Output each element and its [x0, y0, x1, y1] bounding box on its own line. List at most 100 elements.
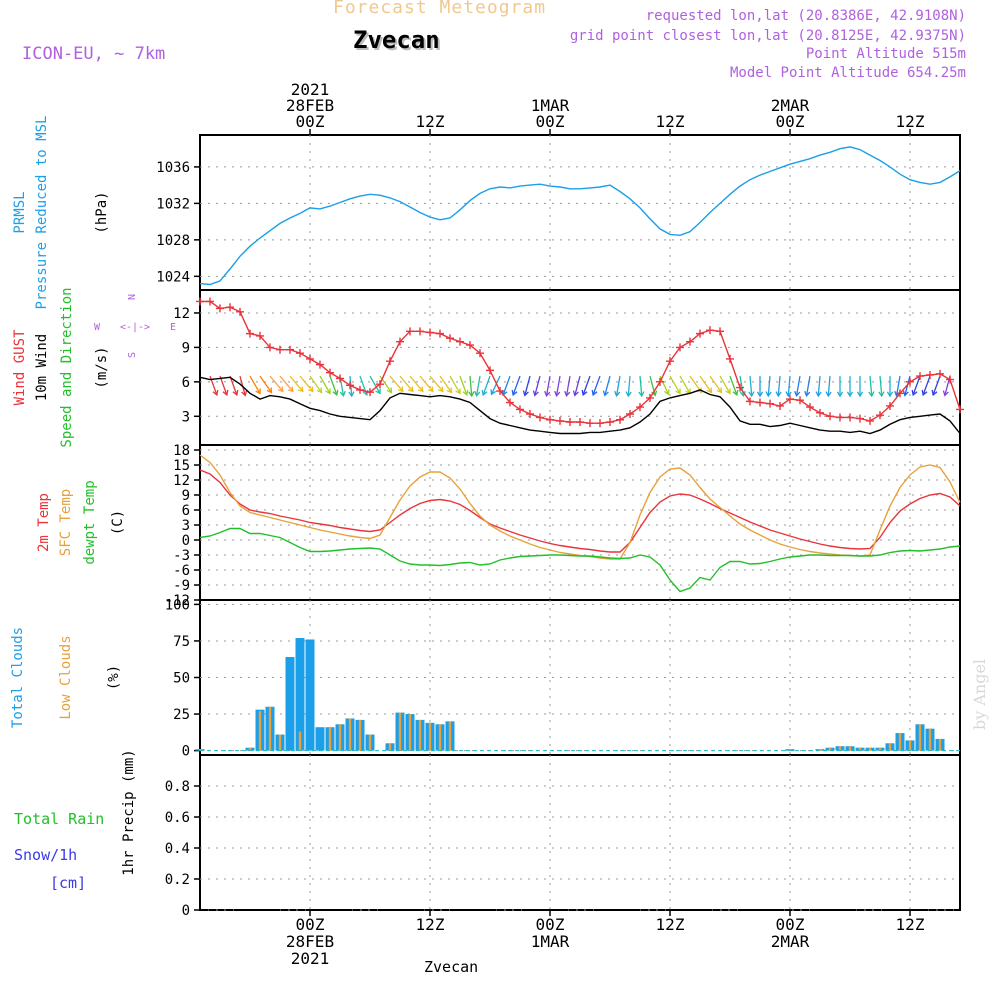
x-label-bottom: 00Z	[296, 915, 325, 934]
precip-legend: Total Rain Snow/1h [cm]	[14, 810, 104, 892]
gust-marker	[406, 327, 414, 336]
low-cloud-bar	[888, 743, 892, 751]
gust-marker	[676, 343, 684, 352]
x-label-top: 28FEB	[286, 96, 334, 115]
y-tick-label: -12	[165, 593, 190, 609]
wind-barb	[319, 375, 331, 394]
legend-1: Snow/1h	[14, 846, 77, 864]
wind-barb-head	[511, 389, 518, 397]
gust-marker	[286, 345, 294, 354]
y-tick-label: 12	[173, 473, 190, 489]
compass-n: N	[127, 294, 138, 300]
gust-marker	[746, 397, 754, 406]
gust-marker	[586, 419, 594, 428]
y-axis-label: Total Clouds	[10, 627, 26, 728]
wind-barb	[502, 375, 511, 396]
wind-barb-head	[785, 391, 792, 398]
gust-marker	[506, 398, 514, 407]
gust-marker	[626, 410, 634, 418]
x-label-top: 12Z	[416, 112, 445, 131]
wind-barb	[429, 375, 444, 392]
gust-marker	[636, 403, 644, 412]
legend-0: Total Rain	[14, 810, 104, 828]
low-cloud-bar	[858, 747, 862, 751]
wind-barb-head	[446, 387, 453, 394]
series-line-temperature	[199, 469, 961, 553]
gust-marker	[606, 418, 614, 427]
y-tick-label: 1024	[156, 269, 190, 285]
gust-marker	[376, 380, 384, 389]
x-label-top: 00Z	[536, 112, 565, 131]
gust-marker	[416, 327, 424, 336]
wind-barb-head	[675, 388, 681, 395]
x-label-top: 12Z	[656, 112, 685, 131]
y-axis-label: 10m Wind	[34, 334, 50, 401]
gust-marker	[596, 419, 604, 428]
gust-marker	[226, 303, 234, 312]
y-tick-label: 50	[173, 671, 190, 687]
gust-marker	[566, 418, 574, 427]
wind-barb-head	[825, 391, 832, 398]
wind-barb	[582, 375, 591, 396]
low-cloud-bar	[428, 722, 432, 751]
wind-barb	[279, 375, 294, 392]
x-label-top: 00Z	[296, 112, 325, 131]
wind-barb-head	[332, 389, 339, 397]
wind-barb-head	[407, 386, 414, 393]
gust-marker	[386, 357, 394, 366]
wind-barb-head	[232, 389, 239, 397]
gust-marker	[786, 395, 794, 404]
y-tick-label: 0.4	[165, 841, 190, 857]
x-label-top: 1MAR	[531, 96, 570, 115]
series-line-wind	[200, 300, 961, 424]
gust-marker	[716, 327, 724, 336]
gust-marker	[336, 374, 344, 383]
y-axis-label: PRMSL	[12, 191, 28, 233]
wind-barb-head	[297, 386, 304, 393]
wind-barb	[729, 375, 738, 396]
gust-marker	[876, 411, 884, 420]
wind-barb-head	[868, 391, 875, 398]
total-cloud-bar	[295, 638, 305, 751]
y-tick-label: -3	[173, 548, 190, 564]
y-tick-label: 0	[182, 533, 190, 549]
y-tick-label: 3	[182, 409, 190, 425]
gust-marker	[616, 415, 624, 424]
wind-barb	[922, 375, 931, 396]
gust-marker	[196, 297, 204, 306]
wind-barb	[795, 375, 801, 396]
gust-marker	[366, 388, 374, 397]
wind-barb	[895, 375, 901, 396]
y-tick-label: 1032	[156, 196, 190, 212]
wind-barb-head	[325, 388, 331, 395]
cloud-bars	[195, 638, 960, 752]
gust-marker	[576, 418, 584, 427]
low-cloud-bar	[868, 747, 872, 751]
wind-barb	[545, 375, 551, 396]
wind-barb	[777, 376, 781, 397]
gust-marker	[306, 354, 314, 363]
gust-marker	[706, 326, 714, 335]
wind-barb-head	[846, 391, 854, 398]
wind-barb-head	[307, 386, 314, 393]
wind-barb-head	[815, 391, 822, 398]
x-label-bottom: 00Z	[536, 915, 565, 934]
low-cloud-bar	[838, 746, 842, 751]
y-axis-label: 1hr Precip (mm)	[121, 749, 137, 875]
wind-barb	[229, 375, 238, 396]
wind-barb	[749, 376, 753, 397]
low-cloud-bar	[898, 733, 902, 751]
low-cloud-bar	[248, 747, 252, 751]
gust-marker	[656, 377, 664, 386]
wind-barb	[469, 376, 473, 397]
wind-barb-head	[266, 387, 273, 394]
y-axis-label: Low Clouds	[58, 635, 74, 719]
y-axis-label: (C)	[110, 510, 126, 535]
compass-s: S	[127, 352, 138, 358]
y-axis-label: 2m Temp	[36, 493, 52, 552]
x-label-bottom: 1MAR	[531, 932, 570, 951]
wind-barb	[627, 376, 631, 397]
low-cloud-bar	[258, 711, 262, 751]
wind-barb-head	[397, 386, 404, 393]
wind-barb-head	[316, 387, 323, 394]
